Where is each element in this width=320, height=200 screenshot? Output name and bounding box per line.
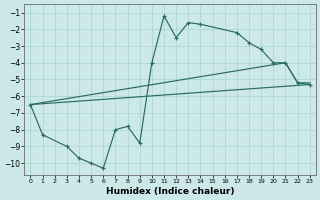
X-axis label: Humidex (Indice chaleur): Humidex (Indice chaleur) (106, 187, 234, 196)
